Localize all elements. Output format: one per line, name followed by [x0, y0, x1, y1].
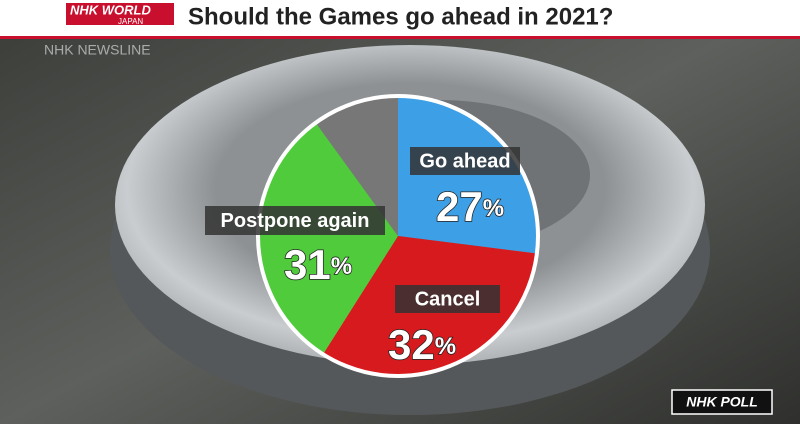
watermark: NHK NEWSLINE: [44, 42, 151, 58]
slice-label: Postpone again: [221, 210, 370, 232]
pie-slice: [315, 96, 398, 236]
value-label: 32%: [388, 321, 456, 368]
header-rule: [0, 36, 800, 39]
badge-box: [671, 389, 773, 415]
pie-rim: [256, 94, 540, 378]
logo-sub: JAPAN: [118, 17, 143, 26]
logo-box: [66, 3, 174, 25]
pie-chart: Go ahead 27% Cancel 32% Postpone again 31%: [205, 94, 540, 378]
label-box: [205, 206, 385, 235]
label-box: [410, 147, 520, 175]
title: Should the Games go ahead in 2021?: [188, 3, 613, 30]
logo: NHK WORLD: [70, 2, 151, 17]
label-box: [395, 285, 500, 313]
badge: NHK POLL: [686, 394, 758, 410]
slice-label: Cancel: [415, 288, 481, 310]
value-label: 27%: [436, 183, 504, 230]
slice-label: Go ahead: [419, 150, 510, 172]
value-label: 31%: [284, 241, 352, 288]
pie-slice: [258, 122, 398, 355]
